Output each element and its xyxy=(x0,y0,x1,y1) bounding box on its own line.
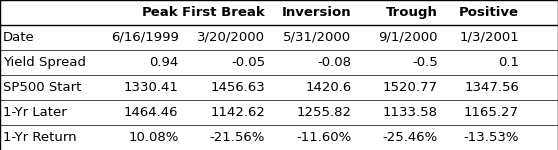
Text: 1347.56: 1347.56 xyxy=(464,81,519,94)
Text: 1330.41: 1330.41 xyxy=(124,81,179,94)
Text: 1133.58: 1133.58 xyxy=(383,106,438,119)
Text: Yield Spread: Yield Spread xyxy=(3,56,86,69)
Text: 1-Yr Return: 1-Yr Return xyxy=(3,131,76,144)
Text: 1142.62: 1142.62 xyxy=(210,106,265,119)
Text: Date: Date xyxy=(3,31,35,44)
Text: -21.56%: -21.56% xyxy=(210,131,265,144)
Text: 0.1: 0.1 xyxy=(498,56,519,69)
Text: -13.53%: -13.53% xyxy=(464,131,519,144)
Text: 3/20/2000: 3/20/2000 xyxy=(197,31,265,44)
Text: 0.94: 0.94 xyxy=(150,56,179,69)
Text: 1456.63: 1456.63 xyxy=(210,81,265,94)
Text: -0.08: -0.08 xyxy=(318,56,352,69)
Text: 10.08%: 10.08% xyxy=(128,131,179,144)
Text: -11.60%: -11.60% xyxy=(296,131,352,144)
Text: 9/1/2000: 9/1/2000 xyxy=(378,31,438,44)
Text: 6/16/1999: 6/16/1999 xyxy=(110,31,179,44)
Text: 1255.82: 1255.82 xyxy=(296,106,352,119)
Text: First Break: First Break xyxy=(182,6,265,19)
Text: 1-Yr Later: 1-Yr Later xyxy=(3,106,66,119)
Text: 1420.6: 1420.6 xyxy=(305,81,352,94)
Text: 1464.46: 1464.46 xyxy=(124,106,179,119)
Text: Trough: Trough xyxy=(386,6,438,19)
Text: Positive: Positive xyxy=(459,6,519,19)
Text: Inversion: Inversion xyxy=(282,6,352,19)
Text: -0.5: -0.5 xyxy=(412,56,438,69)
Text: 1/3/2001: 1/3/2001 xyxy=(459,31,519,44)
Text: SP500 Start: SP500 Start xyxy=(3,81,81,94)
Text: -0.05: -0.05 xyxy=(231,56,265,69)
Text: 5/31/2000: 5/31/2000 xyxy=(283,31,352,44)
Text: -25.46%: -25.46% xyxy=(383,131,438,144)
Text: Peak: Peak xyxy=(142,6,179,19)
Text: 1520.77: 1520.77 xyxy=(383,81,438,94)
Text: 1165.27: 1165.27 xyxy=(464,106,519,119)
